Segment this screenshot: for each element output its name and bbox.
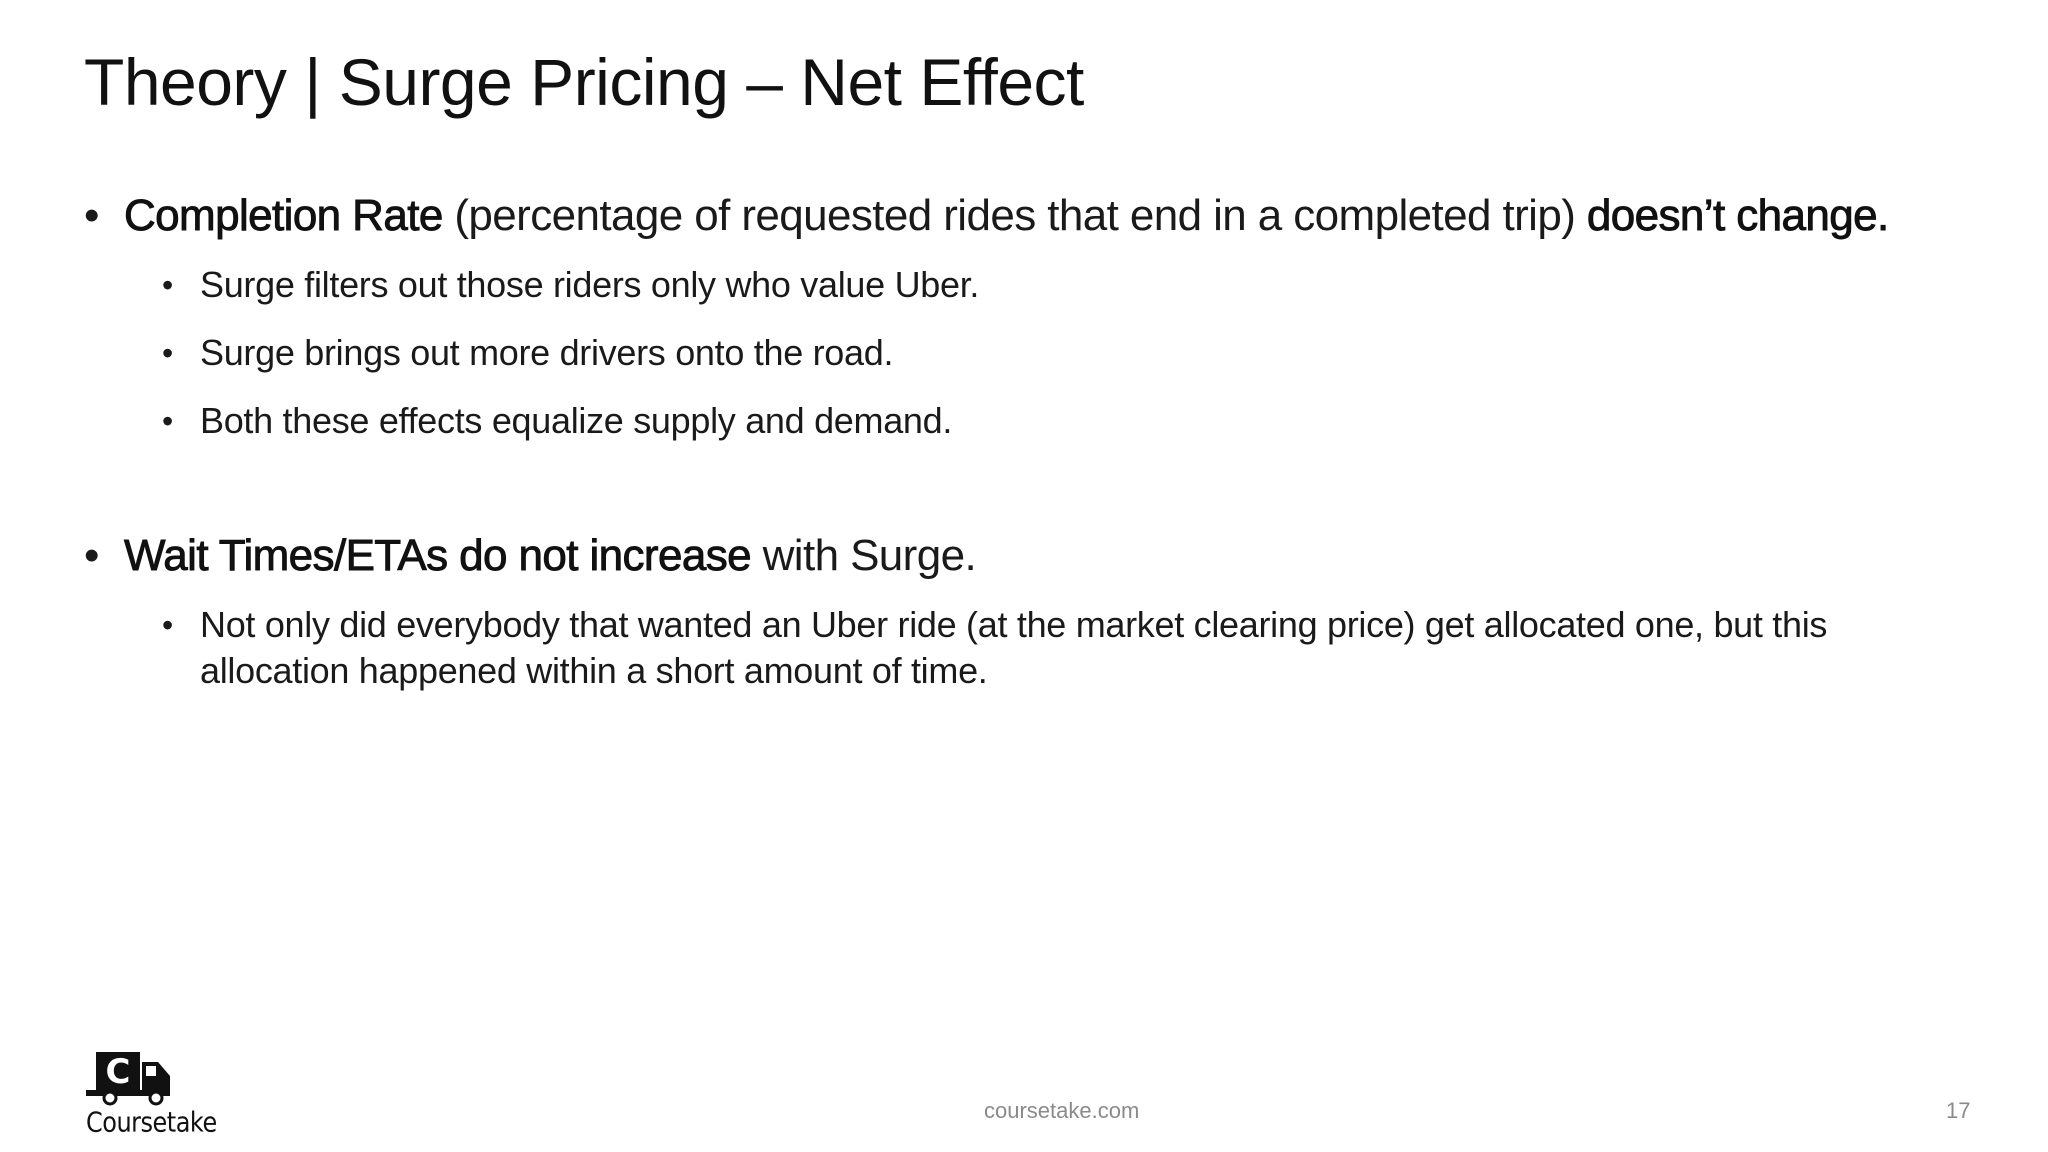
- sub-bullet-text: Not only did everybody that wanted an Ub…: [200, 604, 1828, 691]
- sub-bullet-text: Surge filters out those riders only who …: [200, 264, 980, 305]
- bullet-bold-lead: Completion Rate: [124, 191, 444, 241]
- logo-wheel: [102, 1090, 118, 1106]
- bullet-dot: •: [84, 531, 99, 580]
- bullet-bold-lead: Wait Times/ETAs do not increase: [124, 531, 752, 581]
- coursetake-logo: C: [86, 1052, 170, 1106]
- bullet-dot: •: [84, 191, 99, 240]
- logo-wordmark: Coursetake: [86, 1106, 217, 1139]
- slide-body: • Completion Rate (percentage of request…: [84, 188, 1984, 694]
- footer-website: coursetake.com: [984, 1098, 1140, 1123]
- bullet-text: (percentage of requested rides that end …: [442, 191, 1587, 240]
- sub-bullet-dot: •: [162, 335, 173, 371]
- logo-truck-cab: [96, 1052, 140, 1090]
- sub-bullet-text: Surge brings out more drivers onto the r…: [200, 332, 894, 373]
- sub-bullet-dot: •: [162, 267, 173, 303]
- bullet-wait-times: • Wait Times/ETAs do not increase with S…: [84, 528, 1984, 584]
- sub-bullet: • Surge brings out more drivers onto the…: [84, 330, 1984, 376]
- bullet-completion-rate: • Completion Rate (percentage of request…: [84, 188, 1984, 244]
- sub-bullet: • Both these effects equalize supply and…: [84, 398, 1984, 444]
- sub-bullet-dot: •: [162, 607, 173, 643]
- sub-bullet: • Surge filters out those riders only wh…: [84, 262, 1984, 308]
- bullet-text: with Surge.: [750, 531, 977, 580]
- page-number: 17: [1946, 1098, 1971, 1123]
- slide-title: Theory | Surge Pricing – Net Effect: [84, 45, 1084, 119]
- logo-wheel: [148, 1090, 164, 1106]
- sub-bullet-dot: •: [162, 403, 173, 439]
- logo-letter: C: [106, 1052, 131, 1092]
- sub-bullet: • Not only did everybody that wanted an …: [84, 602, 1984, 694]
- bullet-bold-tail: doesn’t change.: [1586, 191, 1889, 241]
- sub-bullet-text: Both these effects equalize supply and d…: [200, 400, 953, 441]
